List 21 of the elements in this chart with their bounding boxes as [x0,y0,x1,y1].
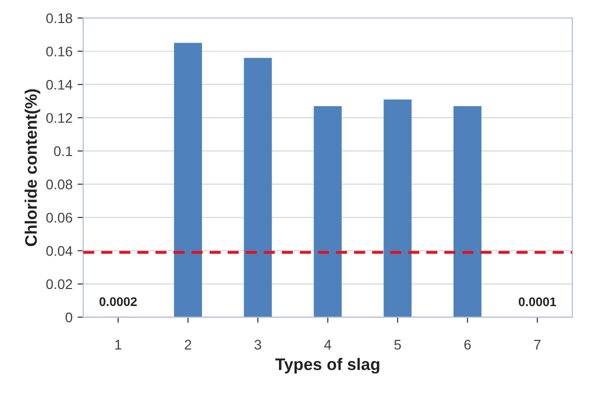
x-tick-label: 6 [464,340,471,350]
y-tick-label: 0.14 [46,80,72,90]
y-tick-label: 0 [66,312,72,322]
data-label: 0.0002 [100,297,137,306]
x-tick-label: 3 [254,340,262,350]
y-tick-label: 0.04 [46,246,72,256]
y-tick-label: 0.06 [46,212,72,223]
x-tick-label: 7 [534,340,541,350]
y-tick-label: 0.12 [46,113,72,123]
x-tick-label: 2 [184,340,192,350]
y-tick-label: 0.08 [46,180,72,190]
x-tick-label: 1 [115,340,122,350]
x-tick-label: 4 [324,340,332,350]
x-tick-label: 5 [394,340,401,350]
y-tick-label: 0.16 [46,46,72,56]
y-axis-title: Chloride content(%) [24,89,40,246]
data-label: 0.0001 [518,297,556,306]
y-tick-label: 0.02 [46,279,72,290]
x-axis-title: Types of slag [275,358,380,374]
y-tick-label: 0.1 [54,146,72,156]
y-tick-label: 0.18 [46,13,72,24]
